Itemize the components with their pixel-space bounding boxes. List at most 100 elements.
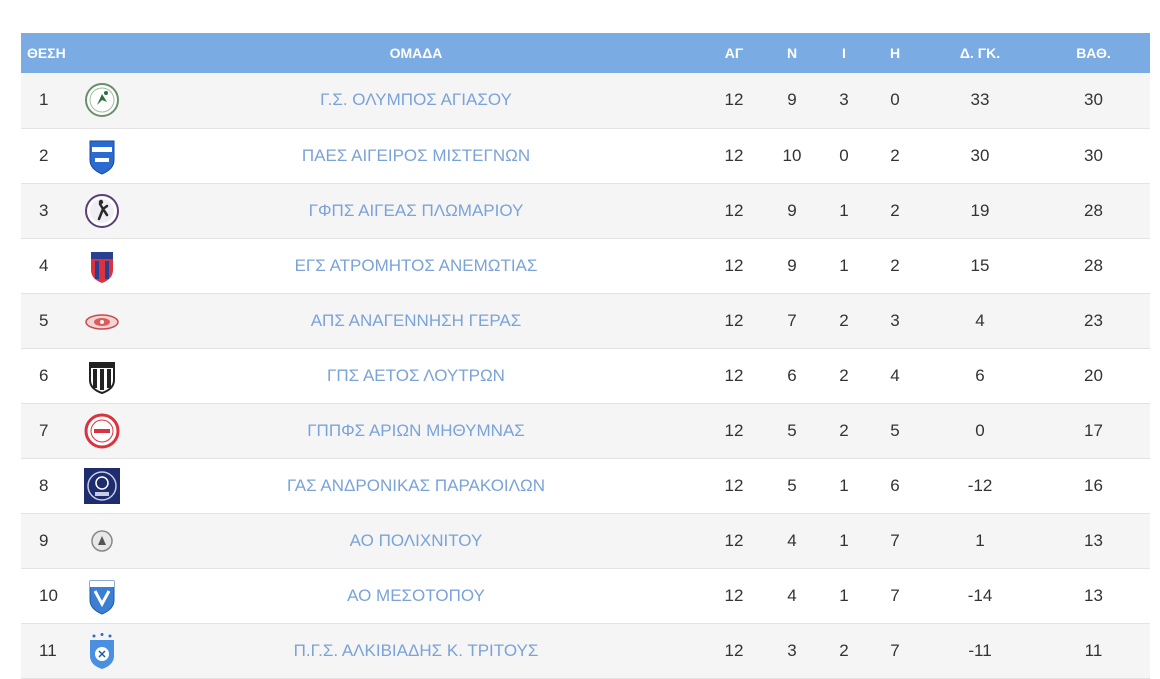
header-points[interactable]: ΒΑΘ. <box>1076 45 1111 61</box>
cell-logo <box>77 348 127 403</box>
cell-position: 6 <box>39 365 49 385</box>
table-row[interactable]: 9 ΑΟ ΠΟΛΙΧΝΙΤΟΥ 12 4 1 7 1 13 <box>21 513 1150 568</box>
cell-draws: 3 <box>839 90 849 110</box>
cell-team-link[interactable]: ΓΠΠΦΣ ΑΡΙΩΝ ΜΗΘΥΜΝΑΣ <box>307 420 525 440</box>
cell-wins: 3 <box>787 640 797 660</box>
table-row[interactable]: 7 ΓΠΠΦΣ ΑΡΙΩΝ ΜΗΘΥΜΝΑΣ 12 5 2 5 0 17 <box>21 403 1150 458</box>
cell-goal-diff: -12 <box>967 475 993 495</box>
cell-draws: 2 <box>839 310 849 330</box>
header-wins[interactable]: Ν <box>786 45 798 61</box>
cell-team-link[interactable]: Γ.Σ. ΟΛΥΜΠΟΣ ΑΓΙΑΣΟΥ <box>320 90 512 110</box>
cell-points: 30 <box>1084 145 1103 165</box>
cell-team-link[interactable]: ΑΠΣ ΑΝΑΓΕΝΝΗΣΗ ΓΕΡΑΣ <box>310 310 522 330</box>
header-team[interactable]: ΟΜΑΔΑ <box>389 45 443 61</box>
cell-logo <box>77 128 127 183</box>
cell-points: 13 <box>1084 585 1103 605</box>
cell-logo <box>77 293 127 348</box>
cell-logo <box>77 73 127 128</box>
cell-team-link[interactable]: Π.Γ.Σ. ΑΛΚΙΒΙΑΔΗΣ Κ. ΤΡΙΤΟΥΣ <box>293 640 539 660</box>
cell-team-link[interactable]: ΓΑΣ ΑΝΔΡΟΝΙΚΑΣ ΠΑΡΑΚΟΙΛΩΝ <box>286 475 545 495</box>
cell-draws: 2 <box>839 365 849 385</box>
cell-points: 17 <box>1084 420 1103 440</box>
header-draws[interactable]: Ι <box>842 45 846 61</box>
cell-goal-diff: 19 <box>970 200 990 220</box>
cell-position: 8 <box>39 475 49 495</box>
table-row[interactable]: 8 ΓΑΣ ΑΝΔΡΟΝΙΚΑΣ ΠΑΡΑΚΟΙΛΩΝ 12 5 1 6 -12 16 <box>21 458 1150 513</box>
aigeiros-crest-icon <box>82 136 122 176</box>
cell-wins: 4 <box>787 585 797 605</box>
cell-draws: 1 <box>839 200 849 220</box>
table-row[interactable]: 1 Γ.Σ. ΟΛΥΜΠΟΣ ΑΓΙΑΣΟΥ 12 9 3 0 33 30 <box>21 73 1150 128</box>
header-losses[interactable]: Η <box>889 45 901 61</box>
cell-goal-diff: 15 <box>970 255 990 275</box>
olympos-crest-icon <box>82 80 122 120</box>
cell-goal-diff: 6 <box>975 365 985 385</box>
cell-played: 12 <box>724 585 744 605</box>
cell-points: 16 <box>1084 475 1103 495</box>
cell-losses: 7 <box>890 530 900 550</box>
cell-goal-diff: -14 <box>967 585 993 605</box>
cell-draws: 2 <box>839 420 849 440</box>
cell-losses: 7 <box>890 585 900 605</box>
cell-logo <box>77 513 127 568</box>
cell-team-link[interactable]: ΓΦΠΣ ΑΙΓΕΑΣ ΠΛΩΜΑΡΙΟΥ <box>308 200 524 220</box>
cell-logo <box>77 458 127 513</box>
cell-goal-diff: 30 <box>970 145 990 165</box>
table-row[interactable]: 2 ΠΑΕΣ ΑΙΓΕΙΡΟΣ ΜΙΣΤΕΓΝΩΝ 12 10 0 2 30 30 <box>21 128 1150 183</box>
alkiviadis-crest-icon <box>82 631 122 671</box>
table-row[interactable]: 3 ΓΦΠΣ ΑΙΓΕΑΣ ΠΛΩΜΑΡΙΟΥ 12 9 1 2 19 28 <box>21 183 1150 238</box>
cell-losses: 5 <box>890 420 900 440</box>
cell-losses: 3 <box>890 310 900 330</box>
cell-wins: 10 <box>782 145 802 165</box>
cell-position: 9 <box>39 530 49 550</box>
cell-position: 5 <box>39 310 49 330</box>
table-row[interactable]: 6 ΓΠΣ ΑΕΤΟΣ ΛΟΥΤΡΩΝ 12 6 2 4 6 20 <box>21 348 1150 403</box>
cell-draws: 1 <box>839 255 849 275</box>
cell-played: 12 <box>724 640 744 660</box>
cell-points: 28 <box>1084 255 1103 275</box>
header-goal-diff[interactable]: Δ. ΓΚ. <box>959 45 1001 61</box>
header-logo <box>77 33 127 73</box>
cell-team-link[interactable]: ΠΑΕΣ ΑΙΓΕΙΡΟΣ ΜΙΣΤΕΓΝΩΝ <box>301 145 531 165</box>
cell-played: 12 <box>724 90 744 110</box>
cell-points: 23 <box>1084 310 1103 330</box>
cell-team-link[interactable]: ΑΟ ΜΕΣΟΤΟΠΟΥ <box>347 585 485 605</box>
cell-position: 3 <box>39 200 49 220</box>
cell-draws: 0 <box>839 145 849 165</box>
cell-played: 12 <box>724 310 744 330</box>
cell-wins: 9 <box>787 90 797 110</box>
cell-team-link[interactable]: ΓΠΣ ΑΕΤΟΣ ΛΟΥΤΡΩΝ <box>327 365 505 385</box>
cell-position: 10 <box>39 585 58 605</box>
aetos-crest-icon <box>82 356 122 396</box>
cell-wins: 9 <box>787 200 797 220</box>
table-row[interactable]: 5 ΑΠΣ ΑΝΑΓΕΝΝΗΣΗ ΓΕΡΑΣ 12 7 2 3 4 23 <box>21 293 1150 348</box>
arion-crest-icon <box>82 411 122 451</box>
cell-wins: 4 <box>787 530 797 550</box>
table-row[interactable]: 4 ΕΓΣ ΑΤΡΟΜΗΤΟΣ ΑΝΕΜΩΤΙΑΣ 12 9 1 2 15 28 <box>21 238 1150 293</box>
table-row[interactable]: 10 ΑΟ ΜΕΣΟΤΟΠΟΥ 12 4 1 7 -14 13 <box>21 568 1150 623</box>
cell-played: 12 <box>724 365 744 385</box>
cell-losses: 4 <box>890 365 900 385</box>
cell-position: 1 <box>39 90 49 110</box>
standings-table-container: ΘΕΣΗ ΟΜΑΔΑ ΑΓ Ν Ι Η Δ. ΓΚ. ΒΑΘ. 1 Γ.Σ. ΟΛ… <box>21 33 1150 679</box>
table-row[interactable]: 11 Π.Γ.Σ. ΑΛΚΙΒΙΑΔΗΣ Κ. ΤΡΙΤΟΥΣ 12 3 2 7 -11 11 <box>21 623 1150 678</box>
cell-wins: 9 <box>787 255 797 275</box>
cell-wins: 6 <box>787 365 797 385</box>
cell-logo <box>77 238 127 293</box>
mesotopos-crest-icon <box>82 576 122 616</box>
cell-team-link[interactable]: ΑΟ ΠΟΛΙΧΝΙΤΟΥ <box>349 530 483 550</box>
cell-position: 7 <box>39 420 49 440</box>
cell-goal-diff: 4 <box>975 310 985 330</box>
cell-played: 12 <box>724 475 744 495</box>
cell-played: 12 <box>724 255 744 275</box>
cell-points: 11 <box>1084 640 1103 660</box>
cell-points: 30 <box>1084 90 1103 110</box>
cell-logo <box>77 403 127 458</box>
header-position[interactable]: ΘΕΣΗ <box>27 45 66 61</box>
cell-losses: 7 <box>890 640 900 660</box>
cell-played: 12 <box>724 200 744 220</box>
cell-position: 4 <box>39 255 49 275</box>
cell-goal-diff: 1 <box>975 530 985 550</box>
cell-team-link[interactable]: ΕΓΣ ΑΤΡΟΜΗΤΟΣ ΑΝΕΜΩΤΙΑΣ <box>294 255 538 275</box>
header-played[interactable]: ΑΓ <box>724 45 744 61</box>
